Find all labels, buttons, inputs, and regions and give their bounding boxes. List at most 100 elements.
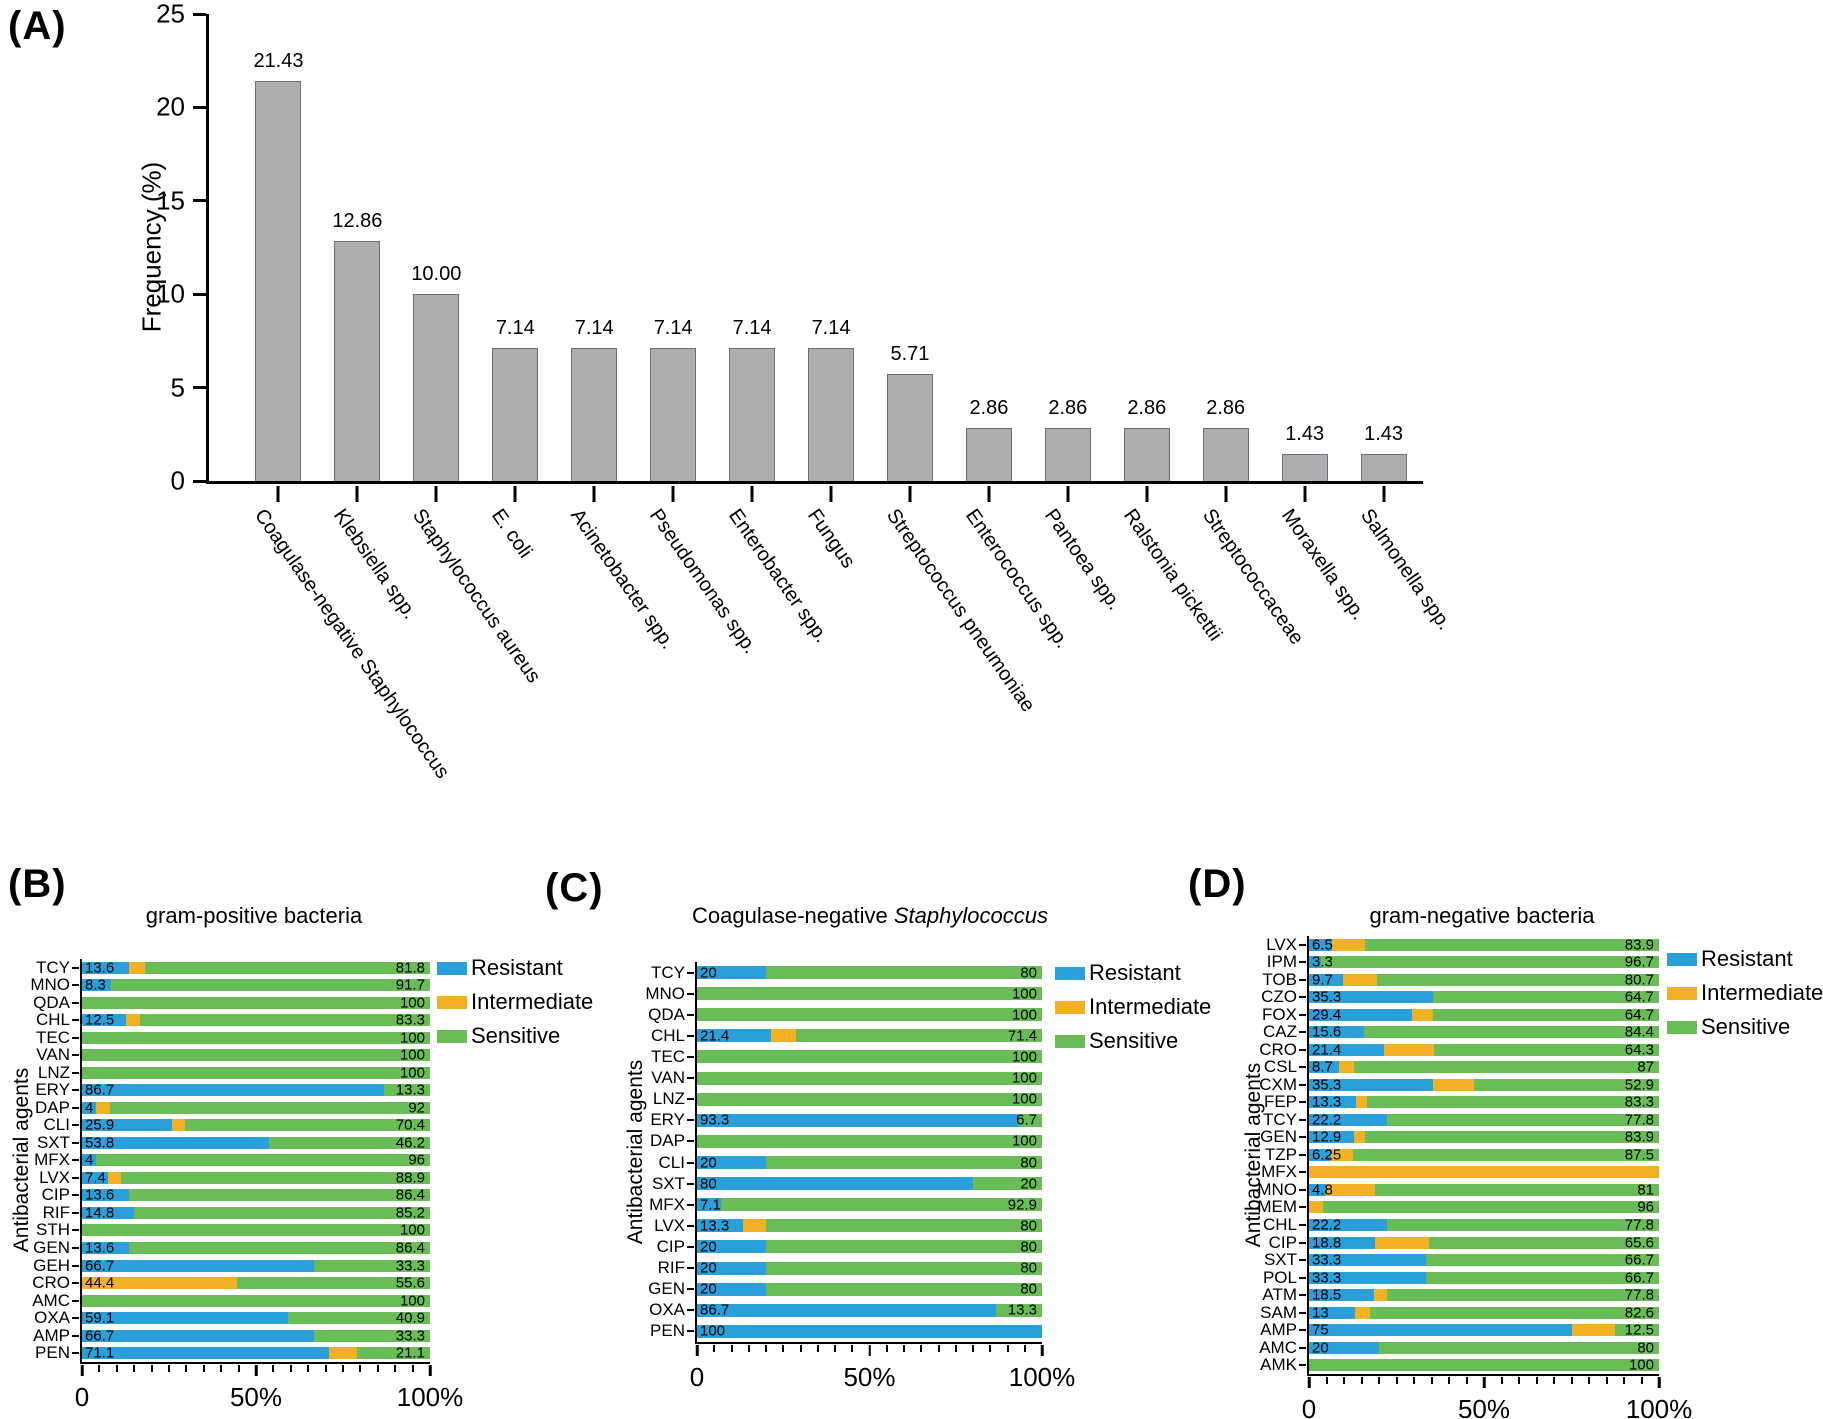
frequency-bar	[413, 294, 460, 481]
legend-swatch-intermediate	[1055, 1000, 1085, 1014]
y-axis-tick	[72, 1264, 79, 1267]
x-axis-tick	[276, 486, 280, 502]
segment-intermediate	[329, 1347, 357, 1360]
sensitive-value-label: 80.7	[1624, 971, 1654, 989]
y-axis-tick	[1299, 1031, 1306, 1034]
y-axis-tick	[1299, 1083, 1306, 1086]
segment-sensitive	[1376, 973, 1659, 986]
agent-row: TEC 100	[36, 1028, 430, 1047]
frequency-bar	[255, 80, 302, 481]
resistant-value-label: 35.3	[1312, 1076, 1342, 1094]
agent-row: AMC 100	[32, 1291, 430, 1310]
agent-row: CSL 8.7 87	[1264, 1057, 1659, 1076]
sensitive-value-label: 80	[1020, 964, 1037, 982]
agent-label: CIP	[656, 1236, 685, 1256]
segment-intermediate	[1432, 1078, 1474, 1091]
category-label: Moraxella spp.	[1276, 505, 1370, 625]
resistant-value-label: 14.8	[85, 1204, 115, 1222]
agent-row: CIP 13.6 86.4	[42, 1185, 430, 1204]
y-axis-tick	[72, 1159, 79, 1162]
segment-resistant	[1309, 1271, 1426, 1284]
segment-intermediate	[107, 1171, 121, 1184]
agent-label: MFX	[34, 1150, 70, 1170]
x-axis-tick	[1413, 1376, 1415, 1384]
sensitive-value-label: 13.3	[1007, 1301, 1037, 1319]
agent-label: MNO	[30, 975, 70, 995]
segment-sensitive	[287, 1312, 430, 1325]
agent-label: AMC	[32, 1290, 70, 1310]
segment-sensitive	[185, 1119, 430, 1132]
agent-row: RIF 14.8 85.2	[43, 1203, 430, 1222]
x-axis-tick	[799, 1344, 802, 1352]
agent-row: LVX 13.3 80	[654, 1216, 1042, 1235]
sensitive-value-label: 77.8	[1624, 1286, 1654, 1304]
resistant-value-label: 100	[700, 1322, 726, 1340]
y-axis-tick	[1299, 943, 1306, 946]
x-axis-tick	[1657, 1376, 1661, 1388]
agent-row: GEH 66.7 33.3	[33, 1256, 430, 1275]
y-axis-tick	[193, 479, 206, 483]
panel-d-plot: LVX 6.5 83.9 IPM 3.3 96.7 TOB 9.7 80.7 CZO 35.3 64.…	[1257, 935, 1692, 1419]
segment-intermediate	[1339, 1061, 1355, 1074]
resistant-value-label: 22.2	[1312, 1111, 1342, 1129]
x-axis-tick	[133, 1364, 136, 1372]
x-axis-tick	[868, 1344, 871, 1356]
x-axis-tick	[1040, 1344, 1044, 1356]
agent-row: LVX 7.4 88.9	[39, 1168, 430, 1187]
x-axis-tick	[1430, 1376, 1433, 1384]
x-axis-tick	[1145, 486, 1149, 502]
agent-row: AMP 75 12.5	[1260, 1320, 1659, 1339]
agent-row: TEC 100	[651, 1047, 1042, 1066]
bar-value-label: 21.43	[253, 49, 304, 72]
segment-sensitive	[383, 1084, 430, 1097]
y-axis-tick	[1299, 1206, 1306, 1209]
bar-slot: 7.14 Enterobacter spp.	[713, 14, 833, 647]
resistant-value-label: 13.3	[1312, 1093, 1342, 1111]
segment-sensitive	[1379, 1341, 1659, 1354]
segment-resistant	[1309, 1078, 1433, 1091]
agent-label: PEN	[650, 1321, 685, 1341]
sensitive-value-label: 100	[1011, 1048, 1037, 1066]
resistant-value-label: 20	[700, 1154, 717, 1172]
segment-resistant	[1309, 1324, 1572, 1337]
sensitive-value-label: 83.3	[1624, 1093, 1654, 1111]
y-axis-tick	[72, 1282, 79, 1285]
resistant-value-label: 4	[85, 1151, 94, 1169]
segment-resistant	[82, 1329, 315, 1342]
x-axis-tick	[1482, 1376, 1486, 1388]
sensitive-value-label: 80	[1020, 1259, 1037, 1277]
agent-label: SXT	[651, 1173, 685, 1193]
agent-row: CLI 20 80	[659, 1153, 1042, 1172]
y-axis-tick	[687, 1119, 694, 1122]
segment-sensitive	[95, 1154, 430, 1167]
segment-sensitive	[356, 1347, 430, 1360]
legend-swatch-sensitive	[1667, 1020, 1697, 1034]
agent-row: MFX	[1261, 1162, 1659, 1181]
segment-sensitive	[1375, 1183, 1659, 1196]
agent-row: MNO 8.3 91.7	[30, 975, 430, 994]
y-axis-tick	[72, 1352, 79, 1355]
x-axis-tick	[289, 1364, 292, 1372]
segment-intermediate	[1354, 1131, 1366, 1144]
segment-sensitive	[133, 1206, 430, 1219]
segment-intermediate	[1571, 1324, 1616, 1337]
bar-value-label: 7.14	[811, 316, 851, 339]
agent-label: RIF	[657, 1258, 685, 1278]
sensitive-value-label: 100	[399, 1221, 425, 1239]
x-axis-tick	[150, 1364, 153, 1372]
segment-resistant	[1309, 1219, 1387, 1231]
bar-slot: 7.14 Pseudomonas spp.	[634, 14, 761, 658]
agent-label: TCY	[1263, 1109, 1297, 1129]
agent-label: TEC	[651, 1046, 685, 1066]
agent-label: LVX	[654, 1215, 685, 1235]
segment-intermediate	[1309, 1166, 1659, 1179]
panel-c-tag: (C)	[545, 866, 604, 910]
sensitive-value-label: 46.2	[395, 1134, 425, 1152]
x-axis-tick	[1588, 1376, 1590, 1384]
segment-intermediate	[125, 1014, 141, 1027]
x-axis-tick	[987, 486, 991, 502]
segment-sensitive	[1365, 1131, 1659, 1144]
agent-row: GEN 20 80	[648, 1279, 1042, 1298]
agent-label: ERY	[35, 1080, 70, 1100]
